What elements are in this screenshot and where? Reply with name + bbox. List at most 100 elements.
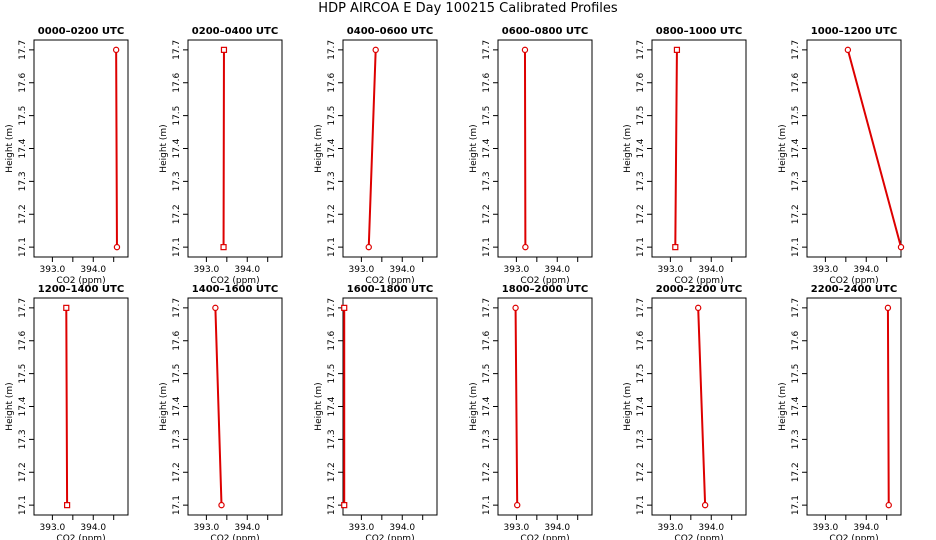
y-tick-label: 17.7 xyxy=(482,40,492,60)
panel-title: 0200–0400 UTC xyxy=(192,26,278,37)
x-tick-label: 393.0 xyxy=(658,265,684,275)
plot-frame xyxy=(342,39,438,258)
y-axis-label: Height (m) xyxy=(778,124,788,172)
data-point xyxy=(365,243,372,251)
profile-line xyxy=(367,48,377,249)
y-tick-label: 17.3 xyxy=(482,171,492,191)
y-axis-label: Height (m) xyxy=(159,124,169,172)
y-tick-label: 17.7 xyxy=(327,40,337,60)
y-tick-label: 17.6 xyxy=(18,330,28,350)
y-tick-label: 17.4 xyxy=(482,138,492,158)
y-tick-label: 17.7 xyxy=(791,298,801,318)
profile-line xyxy=(65,306,69,507)
x-tick-label: 393.0 xyxy=(813,265,839,275)
x-tick-label: 393.0 xyxy=(504,265,530,275)
y-tick-label: 17.2 xyxy=(327,204,337,224)
y-tick-label: 17.6 xyxy=(636,330,646,350)
y-tick-label: 17.1 xyxy=(791,237,801,257)
x-tick-label: 393.0 xyxy=(349,265,375,275)
y-tick-label: 17.5 xyxy=(327,364,337,384)
data-point xyxy=(64,502,71,509)
y-tick-label: 17.6 xyxy=(327,330,337,350)
y-tick-label: 17.7 xyxy=(172,40,182,60)
data-point xyxy=(212,304,219,312)
data-point xyxy=(672,244,679,251)
y-tick-label: 17.1 xyxy=(172,495,182,515)
panel-title: 1800–2000 UTC xyxy=(502,284,588,295)
plot-frame xyxy=(33,39,129,258)
x-axis-label: CO2 (ppm) xyxy=(56,534,105,540)
y-axis-label: Height (m) xyxy=(623,382,633,430)
y-tick-label: 17.7 xyxy=(327,298,337,318)
y-tick-label: 17.1 xyxy=(327,237,337,257)
y-tick-label: 17.7 xyxy=(482,298,492,318)
y-tick-label: 17.6 xyxy=(482,72,492,92)
plot-frame xyxy=(33,297,129,516)
plot-frame xyxy=(497,297,593,516)
panel-title: 1600–1800 UTC xyxy=(347,284,433,295)
y-tick-label: 17.2 xyxy=(172,462,182,482)
x-axis-label: CO2 (ppm) xyxy=(56,276,105,286)
panel-title: 1200–1400 UTC xyxy=(38,284,124,295)
panel-title: 0600–0800 UTC xyxy=(502,26,588,37)
data-point xyxy=(885,501,892,509)
y-tick-label: 17.3 xyxy=(18,429,28,449)
y-tick-label: 17.2 xyxy=(482,462,492,482)
y-tick-label: 17.2 xyxy=(636,462,646,482)
plot-frame xyxy=(497,39,593,258)
y-axis-label: Height (m) xyxy=(469,124,479,172)
x-axis-label: CO2 (ppm) xyxy=(210,534,259,540)
panel-title: 1400–1600 UTC xyxy=(192,284,278,295)
data-point xyxy=(521,46,529,54)
y-axis-label: Height (m) xyxy=(159,382,169,430)
y-tick-label: 17.2 xyxy=(482,204,492,224)
x-tick-label: 394.0 xyxy=(389,265,415,275)
x-axis-label: CO2 (ppm) xyxy=(829,276,878,286)
y-tick-label: 17.1 xyxy=(482,237,492,257)
x-tick-label: 394.0 xyxy=(389,523,415,533)
y-tick-label: 17.1 xyxy=(172,237,182,257)
y-tick-label: 17.3 xyxy=(791,429,801,449)
profile-line xyxy=(846,48,902,249)
plot-frame xyxy=(806,297,902,516)
y-tick-label: 17.3 xyxy=(636,171,646,191)
x-axis-label: CO2 (ppm) xyxy=(520,534,569,540)
data-point xyxy=(897,243,905,251)
y-tick-label: 17.5 xyxy=(791,106,801,126)
y-tick-label: 17.4 xyxy=(327,138,337,158)
x-axis-label: CO2 (ppm) xyxy=(210,276,259,286)
y-tick-label: 17.6 xyxy=(791,330,801,350)
y-tick-label: 17.1 xyxy=(18,237,28,257)
y-tick-label: 17.6 xyxy=(172,330,182,350)
y-tick-label: 17.6 xyxy=(18,72,28,92)
y-tick-label: 17.4 xyxy=(172,138,182,158)
y-tick-label: 17.5 xyxy=(482,364,492,384)
plot-frame xyxy=(651,39,747,258)
data-point xyxy=(694,304,702,312)
y-tick-label: 17.4 xyxy=(18,396,28,416)
x-tick-label: 393.0 xyxy=(813,523,839,533)
y-tick-label: 17.5 xyxy=(482,106,492,126)
plot-frame xyxy=(187,39,283,258)
profile-line xyxy=(886,306,890,507)
x-tick-label: 393.0 xyxy=(40,523,66,533)
y-tick-label: 17.6 xyxy=(482,330,492,350)
x-tick-label: 393.0 xyxy=(658,523,684,533)
y-tick-label: 17.7 xyxy=(18,40,28,60)
data-point xyxy=(673,46,681,53)
y-tick-label: 17.5 xyxy=(18,106,28,126)
y-tick-label: 17.5 xyxy=(172,364,182,384)
y-tick-label: 17.1 xyxy=(482,495,492,515)
x-axis-label: CO2 (ppm) xyxy=(674,534,723,540)
y-axis-label: Height (m) xyxy=(623,124,633,172)
y-tick-label: 17.3 xyxy=(18,171,28,191)
